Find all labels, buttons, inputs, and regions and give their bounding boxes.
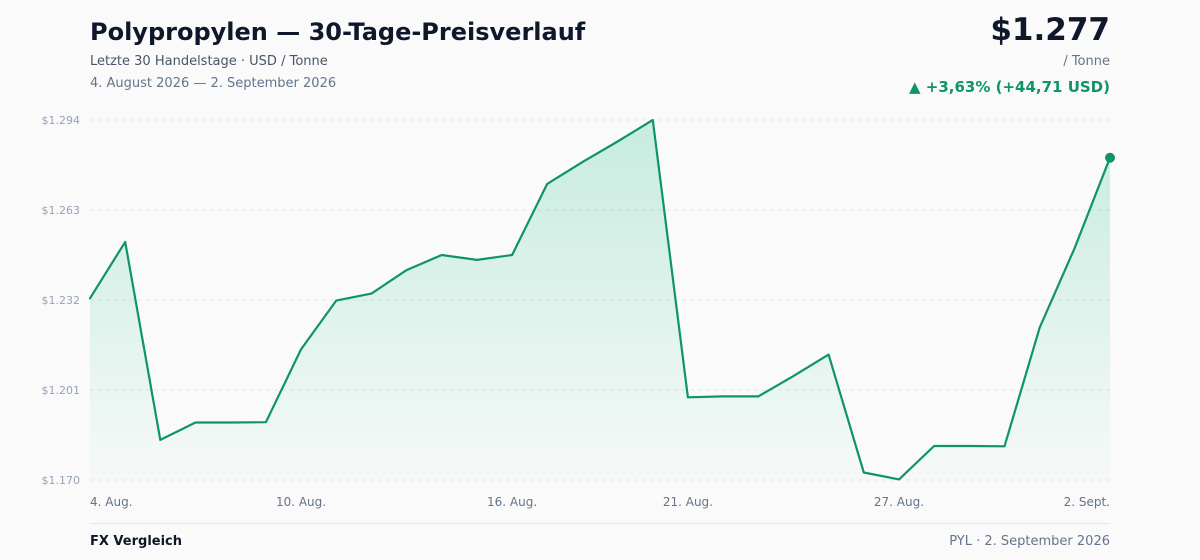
data-point[interactable] (260, 416, 272, 428)
x-tick-label: 10. Aug. (276, 495, 326, 509)
data-point[interactable] (963, 440, 975, 452)
data-point[interactable] (84, 292, 96, 304)
y-tick-label: $1.263 (42, 204, 81, 217)
y-axis: $1.294 $1.263 $1.232 $1.201 $1.170 (42, 114, 81, 487)
price-line (88, 118, 1112, 481)
data-point[interactable] (576, 156, 588, 168)
price-unit: / Tonne (1063, 54, 1110, 69)
data-point[interactable] (541, 178, 553, 190)
data-point[interactable] (682, 391, 694, 403)
current-price: $1.277 (990, 12, 1110, 48)
footer-divider (90, 523, 1110, 524)
data-point[interactable] (1034, 322, 1046, 334)
data-point[interactable] (893, 473, 905, 485)
data-point[interactable] (998, 440, 1010, 452)
chart-subtitle: Letzte 30 Handelstage · USD / Tonne (90, 54, 328, 69)
data-point[interactable] (647, 114, 659, 126)
data-point[interactable] (506, 249, 518, 261)
data-point[interactable] (154, 434, 166, 446)
x-tick-label: 16. Aug. (487, 495, 537, 509)
date-range: 4. August 2026 — 2. September 2026 (90, 76, 337, 91)
price-area (90, 120, 1110, 480)
data-point[interactable] (330, 295, 342, 307)
chart-title: Polypropylen — 30-Tage-Preisverlauf (90, 18, 586, 46)
data-point[interactable] (1069, 242, 1081, 254)
x-tick-label: 21. Aug. (663, 495, 713, 509)
data-point[interactable] (717, 390, 729, 402)
data-point[interactable] (225, 417, 237, 429)
x-tick-label: 2. Sept. (1064, 495, 1110, 509)
price-chart: $1.294 $1.263 $1.232 $1.201 $1.170 4. Aug. 10… (42, 114, 1115, 509)
brand-label: FX Vergleich (90, 534, 183, 549)
data-point[interactable] (612, 135, 624, 147)
x-tick-label: 4. Aug. (90, 495, 133, 509)
data-point[interactable] (436, 249, 448, 261)
data-point[interactable] (752, 390, 764, 402)
last-price-marker[interactable] (1105, 152, 1115, 163)
y-tick-label: $1.201 (42, 384, 81, 397)
y-tick-label: $1.232 (42, 294, 81, 307)
price-change: ▲ +3,63% (+44,71 USD) (909, 78, 1110, 96)
data-point[interactable] (190, 417, 202, 429)
y-tick-label: $1.294 (42, 114, 81, 127)
x-tick-label: 27. Aug. (874, 495, 924, 509)
data-point[interactable] (858, 466, 870, 478)
y-tick-label: $1.170 (42, 474, 81, 487)
data-point[interactable] (823, 349, 835, 361)
x-axis: 4. Aug. 10. Aug. 16. Aug. 21. Aug. 27. Aug. 2… (90, 495, 1110, 509)
data-point[interactable] (401, 264, 413, 276)
footer-note: PYL · 2. September 2026 (949, 534, 1110, 549)
data-point[interactable] (365, 288, 377, 300)
data-point[interactable] (295, 343, 307, 355)
data-point[interactable] (787, 370, 799, 382)
data-point[interactable] (471, 254, 483, 266)
data-point[interactable] (928, 440, 940, 452)
data-point[interactable] (119, 236, 131, 248)
